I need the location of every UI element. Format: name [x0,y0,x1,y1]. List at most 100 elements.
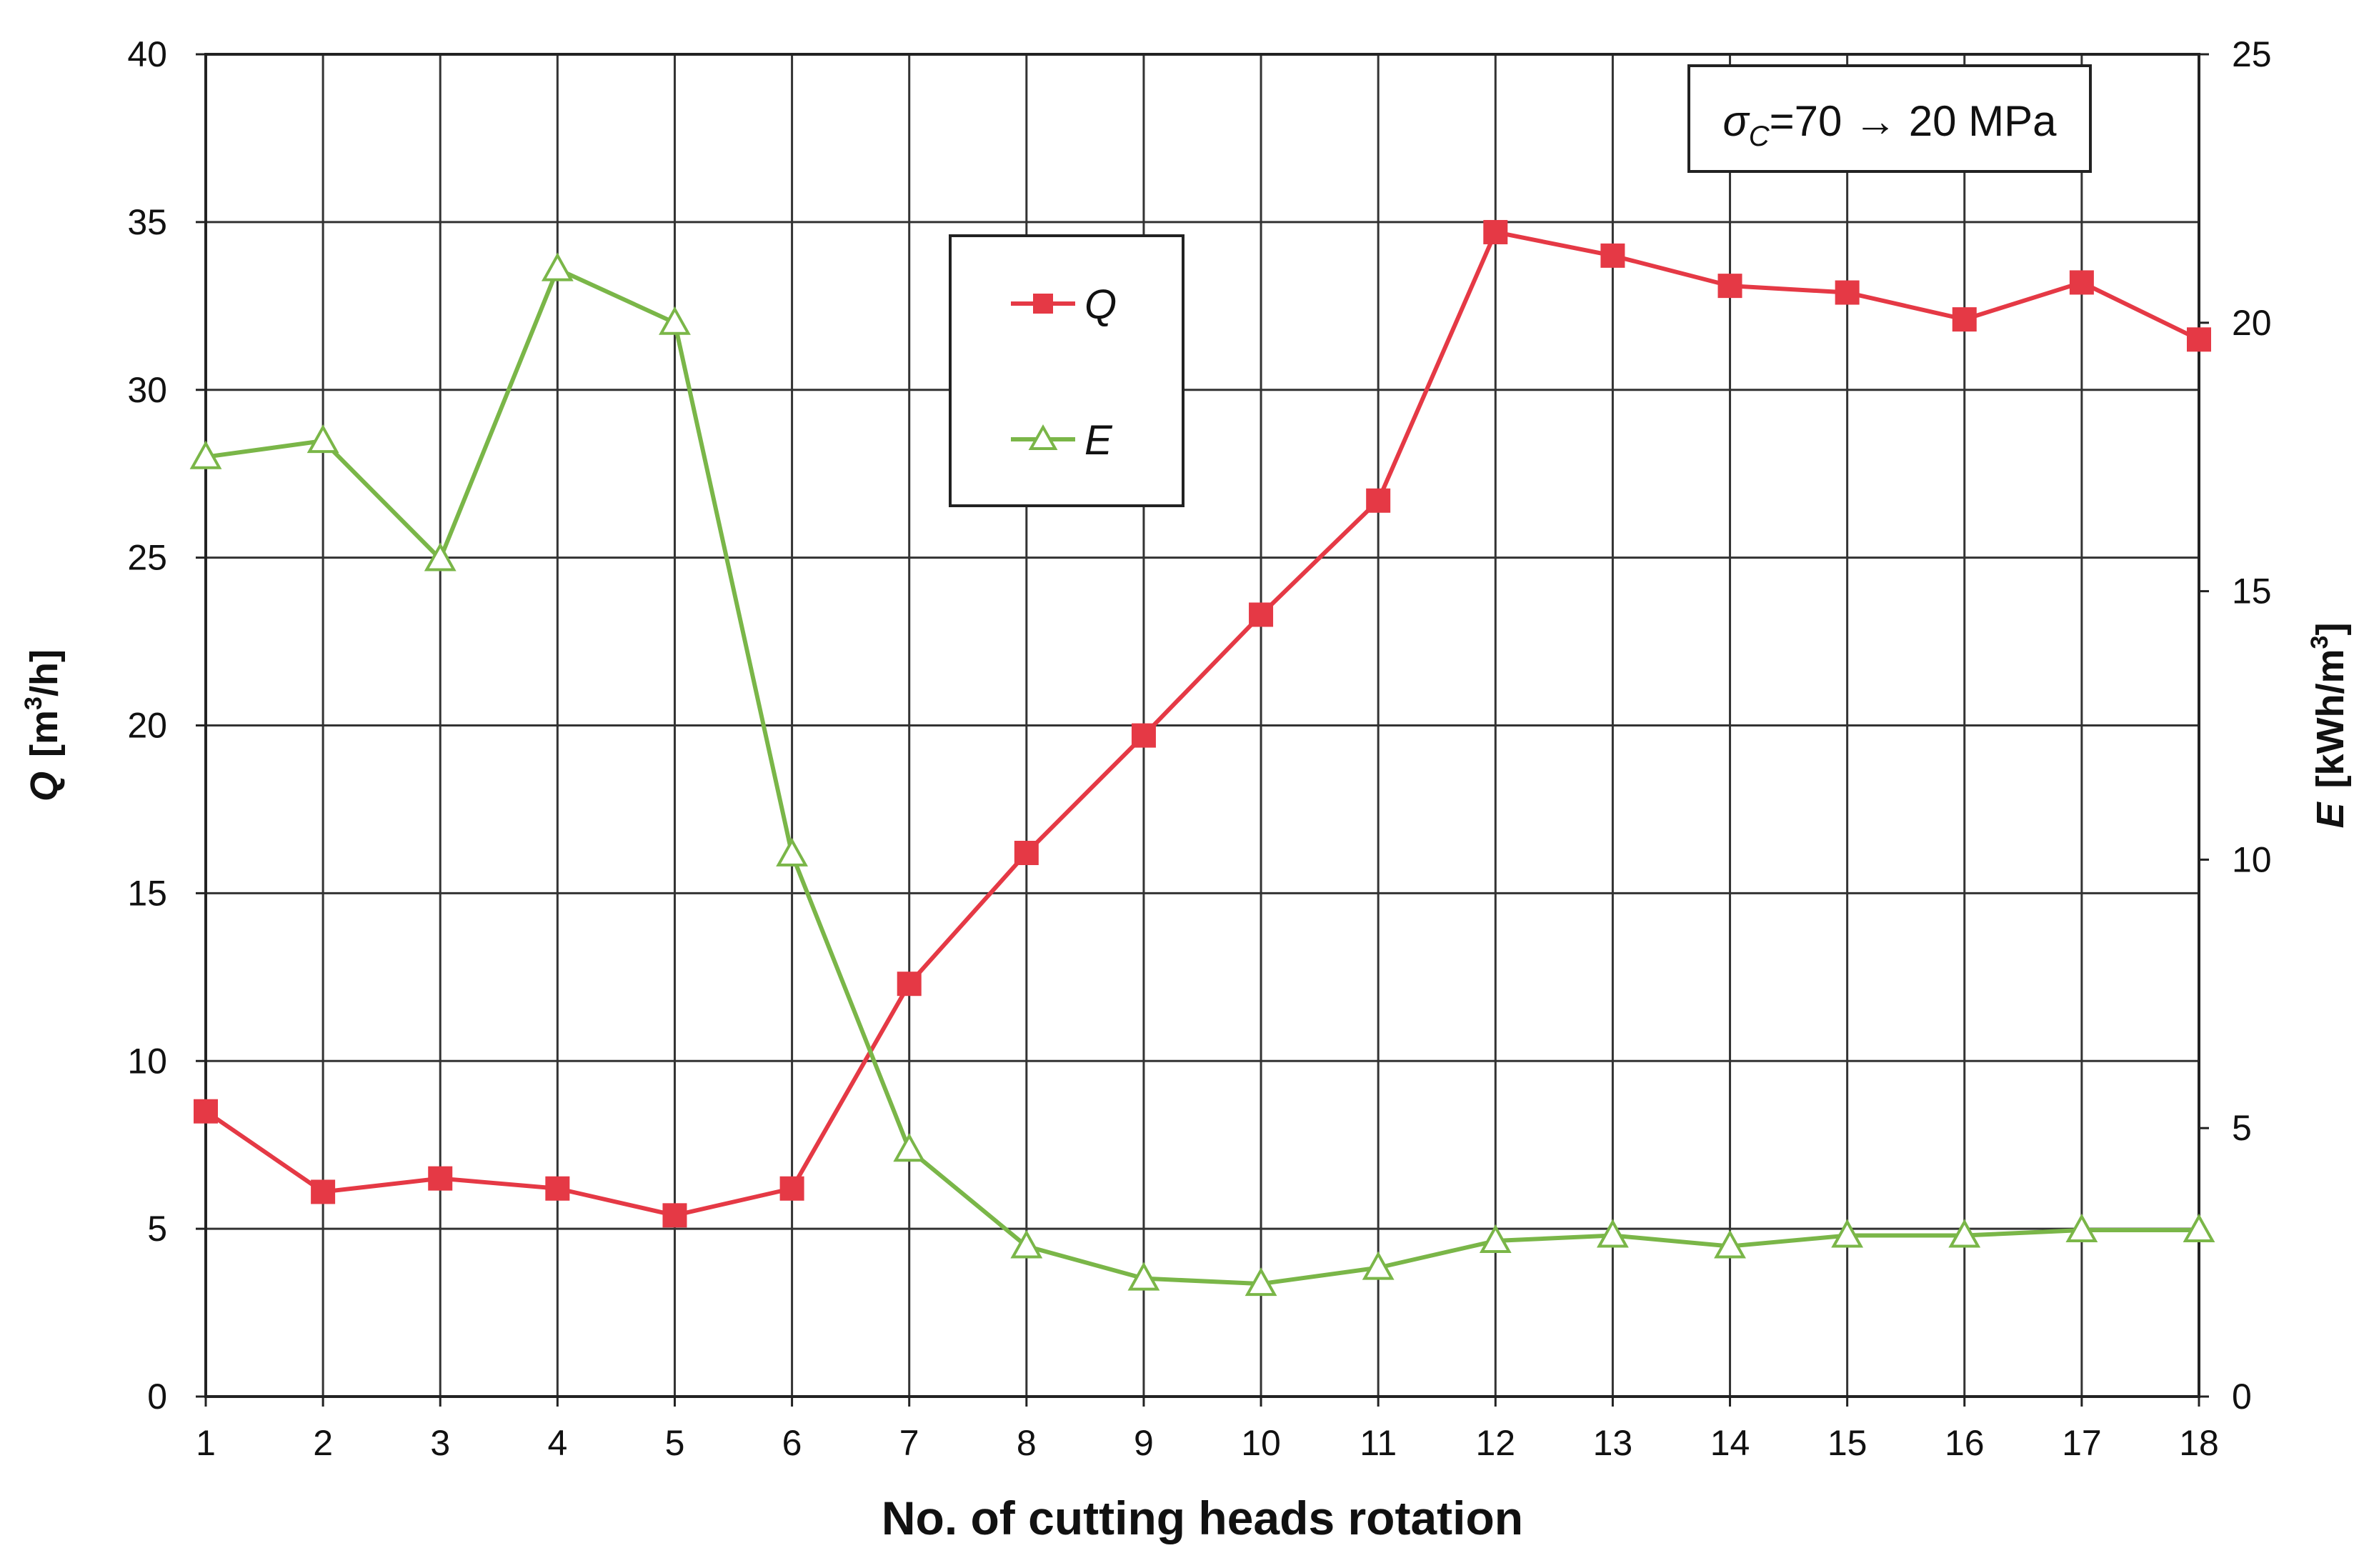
x-axis-title: No. of cutting heads rotation [882,1492,1523,1544]
x-tick-label: 1 [196,1423,216,1463]
point-e [189,440,222,469]
point-q [1131,723,1156,748]
y-right-tick-label: 20 [2232,303,2272,343]
x-tick-label: 9 [1134,1423,1154,1463]
x-tick-label: 2 [313,1423,333,1463]
y-left-tick-label: 25 [127,538,167,578]
y-right-symbol: E [2309,801,2352,828]
legend-e-marker [1028,424,1058,450]
point-e [893,1133,926,1162]
annotation-frame [1687,64,2092,173]
point-e [1948,1219,1981,1248]
legend: Q E [949,234,1184,507]
point-e [1245,1267,1277,1297]
point-e [2065,1213,2098,1243]
y-left-unit-sup: 3 [20,696,47,710]
point-q [1366,488,1391,513]
point-q [1717,274,1742,299]
x-tick-label: 6 [782,1423,802,1463]
point-e [776,837,808,867]
point-q [1952,307,1977,332]
point-q [897,972,922,997]
series [189,219,2215,1297]
y-left-tick-label: 40 [127,34,167,74]
legend-frame [949,234,1184,507]
y-left-tick-label: 15 [127,873,167,913]
point-q [545,1176,570,1201]
series-line-e [205,266,2199,1287]
y-right-tick-label: 25 [2232,34,2272,74]
y-axis-right-ticks: 0 5 10 15 20 25 [2199,34,2272,1417]
x-tick-label: 13 [1593,1423,1633,1463]
y-right-tick-label: 15 [2232,571,2272,611]
y-right-tick-label: 10 [2232,839,2272,879]
y-right-unit-sup: 3 [2306,636,2333,649]
point-q [428,1166,453,1191]
y-left-tick-label: 10 [127,1041,167,1081]
y-axis-left-title: Q [m3/h] [20,649,66,802]
point-e [541,252,574,281]
x-tick-label: 18 [2179,1423,2219,1463]
x-tick-label: 11 [1360,1423,1397,1463]
legend-q-marker [1033,294,1053,314]
point-q [662,1203,687,1228]
series-e [189,252,2215,1297]
point-q [2069,270,2094,295]
point-e [1362,1251,1395,1280]
point-e [424,542,457,571]
x-axis-ticks: 1 2 3 4 5 6 7 8 9 10 11 12 13 14 15 16 17 18 [196,1397,2219,1463]
annotation-box: σC=70 → 20 MPa [1687,64,2092,173]
legend-q-label: Q [1084,281,1117,328]
annotation-value: =70 → 20 MPa [1770,97,2058,145]
x-tick-label: 8 [1017,1423,1037,1463]
annotation-symbol: σ [1723,97,1751,145]
y-right-unit-post: ] [2309,623,2352,636]
series-q [194,219,2211,1228]
x-tick-label: 10 [1241,1423,1281,1463]
point-q [1014,841,1039,866]
x-tick-label: 15 [1827,1423,1867,1463]
point-q [1600,243,1625,268]
point-e [1127,1262,1160,1291]
point-e [1714,1229,1746,1259]
y-right-tick-label: 5 [2232,1108,2252,1148]
point-q [1249,602,1274,627]
point-e [1479,1224,1512,1254]
y-left-tick-label: 20 [127,706,167,746]
grid [206,54,2199,1397]
point-e [1010,1229,1043,1259]
annotation-subscript: C [1749,121,1770,152]
x-tick-label: 3 [430,1423,450,1463]
y-left-tick-label: 0 [147,1377,167,1417]
y-right-unit-pre: [kWh/m [2309,649,2352,788]
y-left-symbol: Q [23,771,66,802]
x-tick-label: 16 [1945,1423,1985,1463]
point-e [659,306,691,335]
x-tick-label: 12 [1475,1423,1515,1463]
y-left-tick-label: 35 [127,202,167,242]
point-e [2183,1213,2215,1243]
x-tick-label: 7 [899,1423,919,1463]
x-tick-label: 4 [547,1423,567,1463]
point-q [2187,327,2211,352]
series-line-q [204,229,2200,1218]
y-left-tick-label: 30 [127,370,167,410]
x-tick-label: 17 [2062,1423,2102,1463]
point-e [1831,1219,1864,1248]
y-left-tick-label: 5 [147,1209,167,1249]
y-axis-right-title: E [kWh/m3] [2306,623,2352,829]
legend-e-label: E [1084,417,1113,464]
y-left-unit-pre: [m [23,710,66,757]
point-e [1597,1219,1629,1248]
y-left-unit-post: /h] [23,649,66,696]
point-e [306,424,339,454]
annotation-text: σC=70 → 20 MPa [1723,97,2058,152]
x-tick-label: 14 [1710,1423,1750,1463]
y-axis-left-ticks: 0 5 10 15 20 25 30 35 40 [127,34,206,1417]
point-q [1835,280,1860,305]
point-q [1483,219,1508,244]
x-tick-label: 5 [665,1423,685,1463]
point-q [311,1179,336,1204]
